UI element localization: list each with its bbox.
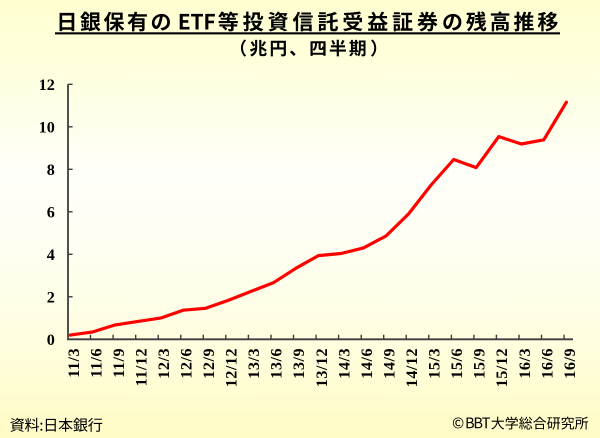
svg-text:15/3: 15/3 <box>426 348 444 379</box>
svg-text:12/3: 12/3 <box>155 348 173 379</box>
svg-text:8: 8 <box>47 161 55 179</box>
svg-text:13/9: 13/9 <box>290 348 308 379</box>
svg-text:11/9: 11/9 <box>110 348 128 378</box>
svg-text:14/6: 14/6 <box>358 348 376 379</box>
svg-text:14/12: 14/12 <box>403 348 421 387</box>
svg-text:13/3: 13/3 <box>245 348 263 379</box>
svg-text:12/12: 12/12 <box>223 348 241 387</box>
svg-text:2: 2 <box>47 289 55 307</box>
svg-text:11/12: 11/12 <box>132 348 150 386</box>
svg-text:4: 4 <box>47 246 55 264</box>
svg-text:15/9: 15/9 <box>471 348 489 379</box>
svg-text:6: 6 <box>47 204 55 222</box>
svg-text:12: 12 <box>39 76 55 94</box>
svg-text:10: 10 <box>39 119 55 137</box>
svg-text:12/6: 12/6 <box>178 348 196 379</box>
svg-text:15/6: 15/6 <box>448 348 466 379</box>
svg-text:11/3: 11/3 <box>65 348 83 378</box>
svg-text:16/9: 16/9 <box>561 348 579 379</box>
svg-text:16/3: 16/3 <box>516 348 534 379</box>
svg-text:11/6: 11/6 <box>87 348 105 378</box>
svg-text:16/6: 16/6 <box>538 348 556 379</box>
svg-text:15/12: 15/12 <box>493 348 511 387</box>
svg-text:12/9: 12/9 <box>200 348 218 379</box>
svg-text:14/3: 14/3 <box>335 348 353 379</box>
svg-text:14/9: 14/9 <box>380 348 398 379</box>
svg-text:0: 0 <box>47 331 55 349</box>
svg-text:13/6: 13/6 <box>268 348 286 379</box>
svg-text:13/12: 13/12 <box>313 348 331 387</box>
